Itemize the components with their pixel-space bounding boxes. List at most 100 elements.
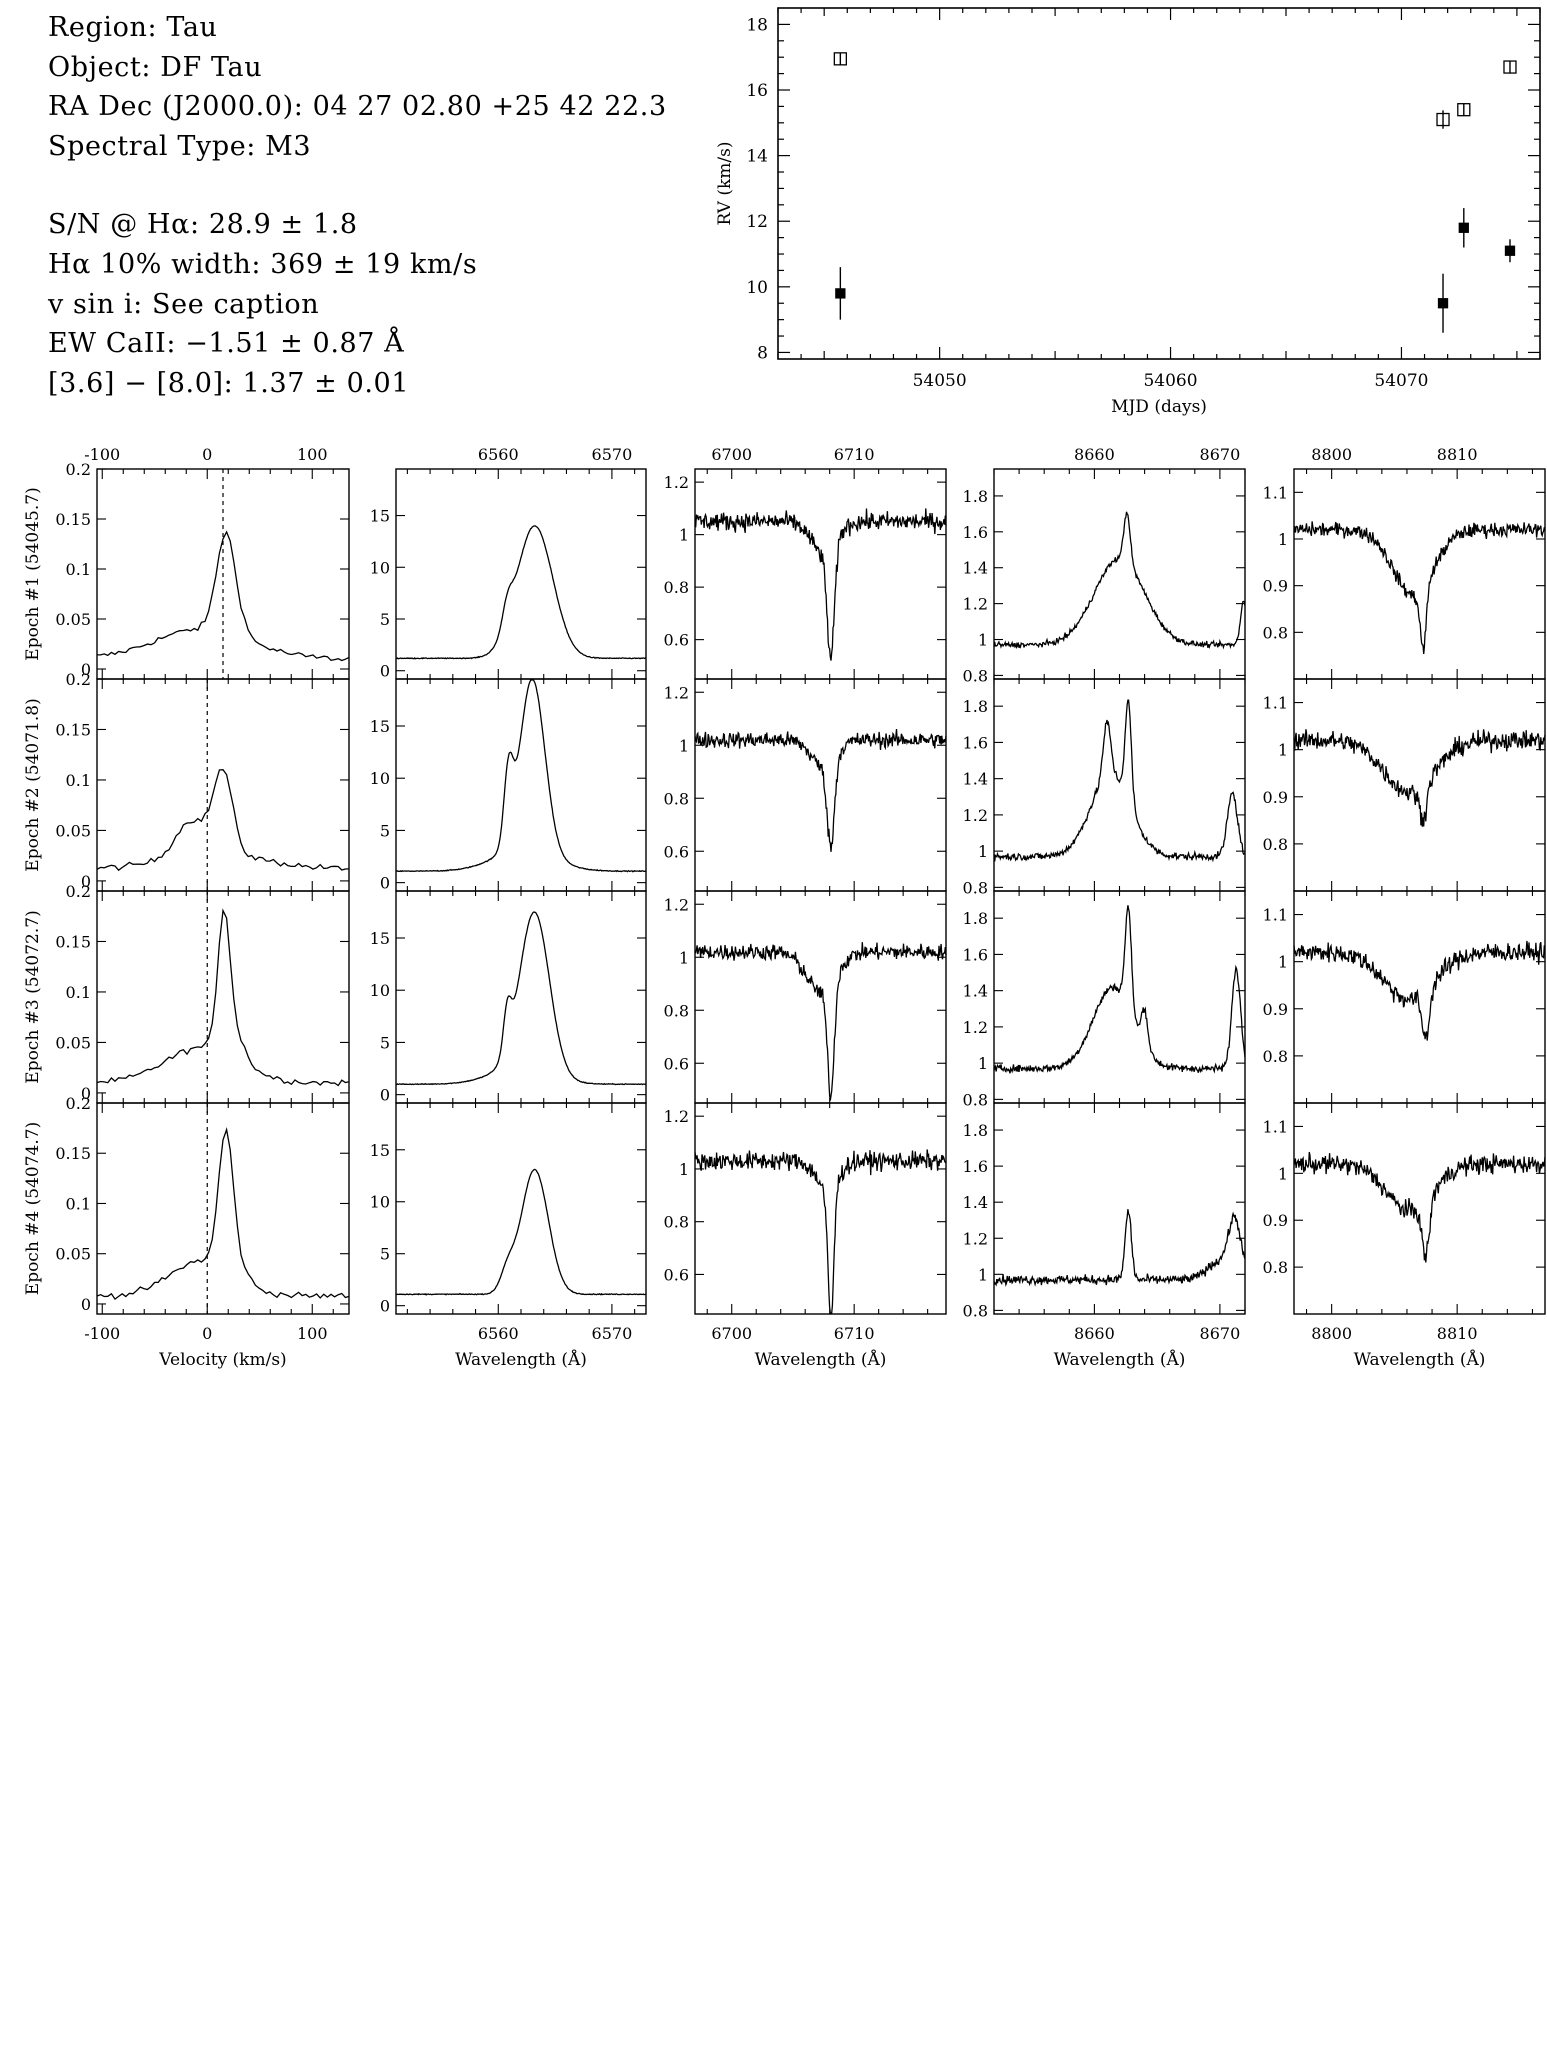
panel-ytick-label: 0.8 [1263,1258,1288,1277]
panel-frame [395,468,647,680]
panel-ytick-label: 0.9 [1263,1211,1288,1230]
panel-ytick-label: 0.9 [1263,577,1288,596]
spectrum-panel: 0 0.05 0.1 0.15 0.2 [55,882,350,1104]
spectrum-line [1293,1151,1546,1263]
panel-ytick-label: 1.2 [963,1229,988,1248]
info-sn: S/N @ Hα: 28.9 ± 1.8 [48,209,358,241]
spectrum-panel: 0.6 0.8 1 1.2 [664,468,947,680]
panel-ytick-label: 0.05 [55,1033,91,1052]
panel-ytick-label: 15 [370,929,390,948]
panel-ytick-label: 0.15 [55,720,91,739]
panel-ytick-label: 1.8 [963,487,988,506]
panel-ytick-label: 1.6 [963,1157,988,1176]
panel-ytick-label: 0.2 [66,1094,91,1113]
panel-ytick-label: 1 [1278,530,1288,549]
epoch-label-2: Epoch #2 (54071.8) [23,698,43,871]
epoch-label-3: Epoch #3 (54072.7) [23,910,43,1083]
panel-bottom-xtick-label: -100 [84,1324,120,1343]
panel-bottom-xtick-label: 100 [297,1324,328,1343]
panel-ytick-label: 1 [1278,953,1288,972]
spectrum-column-4: 0.8 1 1.2 1.4 1.6 1.8 0.8 1 1.2 1.4 1.6 1.8 0.8 1 1.2 1… [963,445,1246,1370]
panel-top-xtick-label: 8800 [1311,445,1352,464]
panel-ytick-label: 0.6 [664,1265,689,1284]
panel-ytick-label: 1.8 [963,909,988,928]
panel-ytick-label: 0.15 [55,932,91,951]
panel-ytick-label: 1 [1278,741,1288,760]
panel-ytick-label: 1.6 [963,945,988,964]
panel-ytick-label: 0.8 [664,1001,689,1020]
panel-bottom-xtick-label: 0 [202,1324,212,1343]
panel-ytick-label: 1.8 [963,697,988,716]
info-vsini: v sin i: See caption [48,288,320,320]
rv-point-filled [835,288,846,299]
panel-frame [1293,678,1546,892]
panel-xlabel: Wavelength (Å) [1354,1349,1486,1370]
star-info: Region: Tau Object: DF Tau RA Dec (J2000… [48,8,667,403]
panel-frame [96,890,350,1104]
panel-ytick-label: 0.2 [66,882,91,901]
panel-ytick-label: 1.2 [664,473,689,492]
spectrum-panel: 0 5 10 15 [370,890,647,1105]
panel-frame [395,1102,647,1315]
panel-ytick-label: 1 [1278,1164,1288,1183]
panel-frame [1293,890,1546,1104]
spectrum-line [395,679,647,873]
spectrum-panel: 0.8 0.9 1 1.1 [1263,1102,1546,1315]
rv-point-open [833,52,847,66]
panel-ytick-label: 10 [370,558,390,577]
spectrum-panel: 0.8 0.9 1 1.1 [1263,468,1546,680]
panel-ytick-label: 0 [81,660,91,679]
spectrum-line [694,508,947,661]
panel-ytick-label: 10 [370,981,390,1000]
panel-ytick-label: 1.1 [1263,1117,1288,1136]
spectrum-panel: 0.6 0.8 1 1.2 [664,1102,947,1315]
panel-ytick-label: 1 [978,631,988,650]
panel-ytick-label: 15 [370,717,390,736]
spectrum-line [993,511,1246,650]
panel-top-xtick-label: 6710 [834,445,875,464]
panel-top-xtick-label: 0 [202,445,212,464]
spectrum-line [993,1209,1246,1287]
spectrum-column-3: 0.6 0.8 1 1.2 0.6 0.8 1 1.2 0.6 0.8 1 1.2 0.6 0.8 1 1.2… [664,445,947,1370]
panel-ytick-label: 0 [81,1084,91,1103]
panel-top-xtick-label: 100 [297,445,328,464]
panel-top-xtick-label: 8660 [1074,445,1115,464]
panel-xlabel: Wavelength (Å) [1054,1349,1186,1370]
panel-ytick-label: 1 [679,1160,689,1179]
panel-ytick-label: 0.1 [66,560,91,579]
panel-frame [1293,1102,1546,1315]
panel-xlabel: Velocity (km/s) [158,1350,286,1370]
rv-point-filled [1504,245,1516,256]
spectrum-panel: 0 5 10 15 [370,678,647,893]
rv-ytick-label: 14 [746,147,768,167]
panel-ytick-label: 0.05 [55,821,91,840]
spectrum-panel: 0 5 10 15 [370,468,647,681]
spectrum-panel: 0.8 1 1.2 1.4 1.6 1.8 [963,890,1246,1109]
rv-point-filled [1437,298,1449,309]
spectrum-panel: 0 0.05 0.1 0.15 0.2 [55,460,350,680]
panel-ytick-label: 5 [380,821,390,840]
spectrum-panel: 0 0.05 0.1 0.15 0.2 [55,670,350,892]
rv-ytick-label: 12 [746,212,768,232]
panel-top-xtick-label: 8670 [1200,445,1241,464]
panel-ytick-label: 1 [978,1054,988,1073]
spectrum-line [96,908,350,1087]
panel-top-xtick-label: 8810 [1437,445,1478,464]
info-object: Object: DF Tau [48,51,263,83]
panel-ytick-label: 1.1 [1263,483,1288,502]
info-ra-dec: RA Dec (J2000.0): 04 27 02.80 +25 42 22.… [48,91,667,123]
epoch-label-1: Epoch #1 (54045.7) [23,487,43,660]
spectrum-column-5: 0.8 0.9 1 1.1 0.8 0.9 1 1.1 0.8 0.9 1 1.1 0.8 0.9 1 1.1… [1263,445,1546,1370]
rv-ytick-label: 8 [757,343,768,363]
panel-ytick-label: 0.6 [664,842,689,861]
panel-ytick-label: 0.6 [664,1054,689,1073]
panel-ytick-label: 0.15 [55,510,91,529]
panel-ytick-label: 0.9 [1263,1000,1288,1019]
info-region: Region: Tau [48,12,218,43]
panel-ytick-label: 0.8 [664,578,689,597]
panel-frame [96,1102,350,1315]
panel-frame [96,678,350,892]
panel-ytick-label: 0.8 [664,789,689,808]
rv-point-open [1503,60,1517,74]
